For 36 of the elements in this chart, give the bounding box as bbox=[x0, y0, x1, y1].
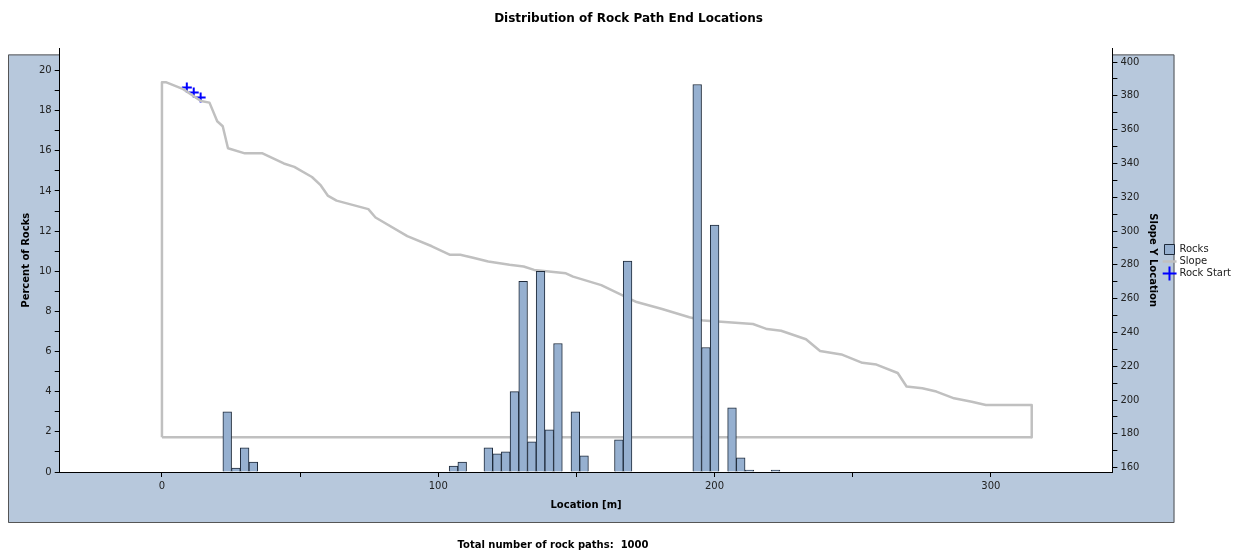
y2-tick-label: 400 bbox=[1120, 55, 1140, 67]
y2-tick-label: 300 bbox=[1120, 224, 1140, 236]
y2-axis-title: Slope Y Location bbox=[1147, 213, 1159, 308]
legend-label: Rock Start bbox=[1179, 267, 1232, 279]
y-tick-label: 16 bbox=[38, 144, 52, 156]
y2-tick-label: 200 bbox=[1120, 393, 1140, 405]
x-axis-title: Location [m] bbox=[550, 498, 622, 510]
y2-tick-label: 280 bbox=[1120, 258, 1140, 270]
y2-tick-label: 180 bbox=[1120, 427, 1140, 439]
y2-tick-label: 260 bbox=[1120, 292, 1140, 304]
x-tick-label: 300 bbox=[981, 479, 1001, 491]
x-tick-label: 200 bbox=[704, 479, 725, 491]
text: Total number of rock paths: 1000 bbox=[456, 539, 650, 550]
legend-label: Rocks bbox=[1179, 243, 1209, 255]
chart-title: Distribution of Rock Path End Locations bbox=[494, 11, 763, 26]
legend-label: Slope bbox=[1179, 255, 1208, 267]
y2-tick-label: 320 bbox=[1120, 190, 1140, 202]
y-tick-label: 20 bbox=[38, 64, 52, 76]
y2-tick-label: 220 bbox=[1120, 359, 1140, 371]
y-tick-label: 2 bbox=[45, 425, 52, 437]
y2-tick-label: 340 bbox=[1120, 157, 1140, 169]
y2-tick-label: 360 bbox=[1120, 123, 1140, 135]
y2-tick-label: 160 bbox=[1120, 461, 1140, 473]
y-tick-label: 12 bbox=[38, 224, 52, 236]
x-tick-label: 0 bbox=[158, 479, 166, 491]
y-tick-label: 6 bbox=[45, 345, 52, 357]
y-tick-label: 14 bbox=[38, 184, 52, 196]
y-tick-label: 4 bbox=[45, 385, 52, 397]
y2-tick-label: 240 bbox=[1120, 326, 1140, 338]
y-axis-title: Percent of Rocks bbox=[19, 212, 31, 308]
y-tick-label: 0 bbox=[45, 465, 52, 477]
y-tick-label: 18 bbox=[38, 104, 52, 116]
y2-tick-label: 380 bbox=[1120, 89, 1140, 101]
y-tick-label: 8 bbox=[45, 304, 52, 316]
x-tick-label: 100 bbox=[428, 479, 448, 491]
y-tick-label: 10 bbox=[38, 264, 52, 276]
